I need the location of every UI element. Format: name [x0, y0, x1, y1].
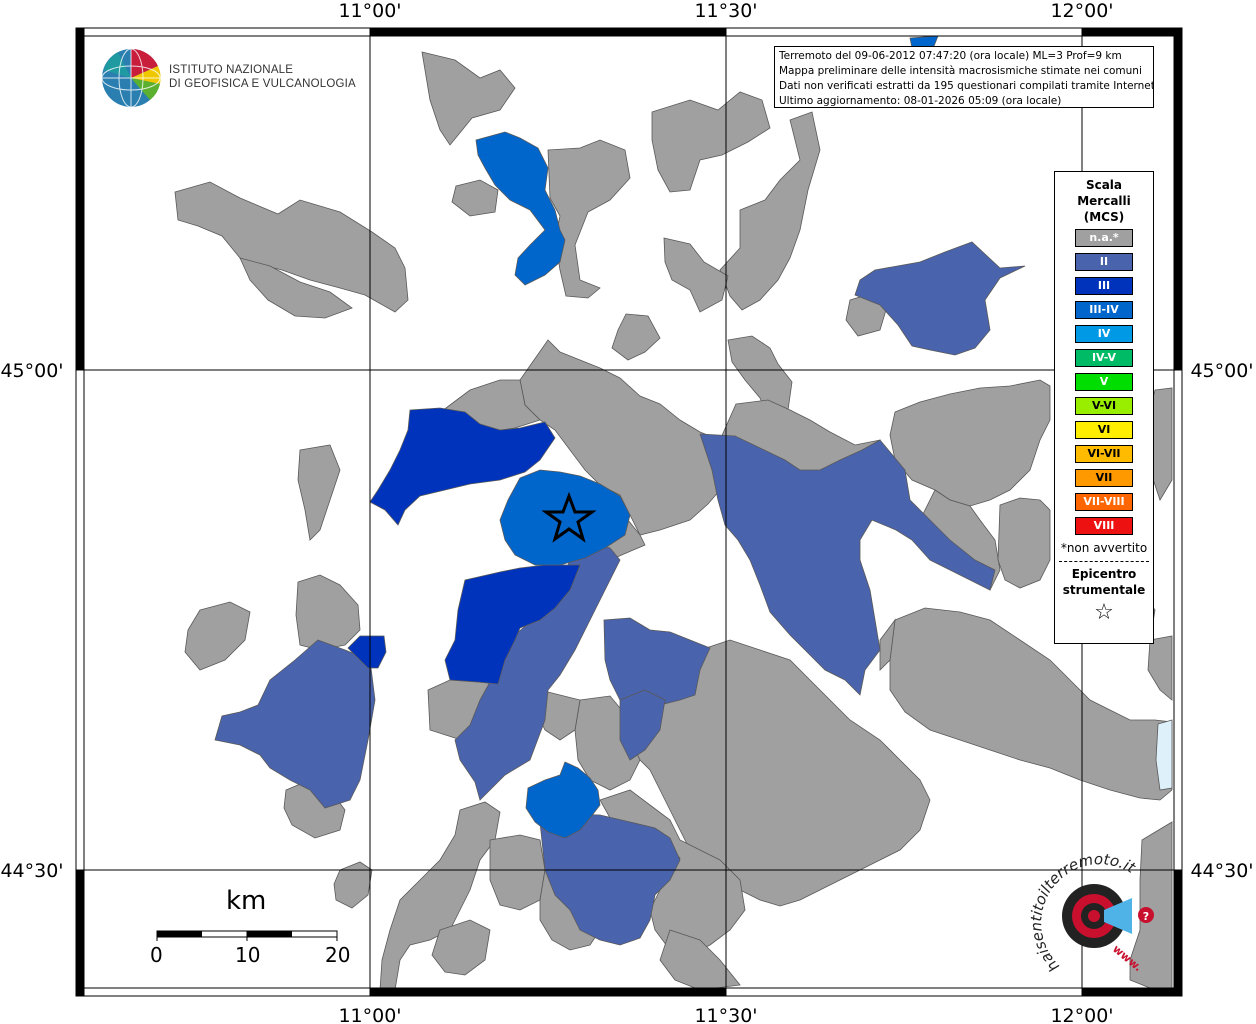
legend-items: n.a.* II III III-IV IV IV-V V V-VI VI VI-VII VII VI… [1055, 229, 1153, 535]
municipality-na [297, 444, 341, 541]
legend-epicenter-line1: Epicentro [1071, 567, 1137, 581]
scale-bar-tick-10: 10 [235, 943, 261, 967]
lon-label-top-1100: 11°00' [338, 0, 401, 22]
municipality-na [719, 111, 821, 311]
municipality-na [651, 91, 771, 193]
lagoon [1155, 719, 1173, 791]
municipality-na [421, 51, 516, 146]
epicenter-star-icon [541, 491, 597, 543]
legend-item: III [1075, 277, 1133, 295]
lat-label-right-4500: 45°00' [1190, 360, 1253, 382]
info-line-update: Ultimo aggiornamento: 08-01-2026 05:09 (… [779, 95, 1062, 107]
municipality-ii [619, 689, 666, 761]
legend-item: VII-VIII [1075, 493, 1133, 511]
municipality-ii [603, 617, 711, 716]
municipality-ii [539, 813, 681, 946]
municipality-iii [444, 564, 581, 685]
municipality-iii-iv [475, 131, 566, 286]
legend-item: V [1075, 373, 1133, 391]
scale-bar [156, 930, 338, 941]
municipality-na [295, 574, 361, 651]
legend-item: VI-VII [1075, 445, 1133, 463]
legend-title-line3: (MCS) [1083, 210, 1125, 224]
municipality-na [489, 834, 546, 911]
info-line-description: Mappa preliminare delle intensità macros… [779, 65, 1142, 77]
legend-title-line2: Mercalli [1077, 194, 1131, 208]
municipality-iii [369, 407, 556, 526]
institute-name-line1: ISTITUTO NAZIONALE [169, 64, 294, 76]
lon-label-top-1200: 12°00' [1050, 0, 1113, 22]
municipality-na [663, 237, 729, 313]
legend-note: *non avvertito [1060, 541, 1148, 555]
legend-item: IV [1075, 325, 1133, 343]
legend-item: III-IV [1075, 301, 1133, 319]
legend-item: II [1075, 253, 1133, 271]
event-info-box: Terremoto del 09-06-2012 07:47:20 (ora l… [774, 46, 1154, 108]
legend-item: VI [1075, 421, 1133, 439]
municipality-na [879, 618, 896, 671]
municipality-na [239, 257, 353, 319]
legend-item: VIII [1075, 517, 1133, 535]
municipalities-na [174, 51, 1173, 991]
scale-bar-tick-20: 20 [325, 943, 351, 967]
municipality-iii [347, 635, 387, 669]
institute-name: ISTITUTO NAZIONALE DI GEOFISICA E VULCAN… [169, 63, 356, 91]
municipality-iii-iv [525, 761, 601, 839]
institute-name-line2: DI GEOFISICA E VULCANOLOGIA [169, 78, 356, 90]
municipality-na [184, 601, 251, 671]
legend-item: IV-V [1075, 349, 1133, 367]
legend-epicenter-label: Epicentro strumentale [1055, 566, 1153, 598]
municipalities-ii [214, 241, 1026, 946]
lon-label-bottom-1200: 12°00' [1050, 1005, 1113, 1024]
info-line-event: Terremoto del 09-06-2012 07:47:20 (ora l… [779, 50, 1122, 62]
lon-label-bottom-1100: 11°00' [338, 1005, 401, 1024]
municipality-na [1147, 635, 1173, 701]
haisentito-logo-icon: ? [1062, 884, 1154, 948]
municipality-ii [214, 639, 376, 809]
lon-label-top-1130: 11°30' [694, 0, 757, 22]
legend-title: Scala Mercalli (MCS) [1055, 177, 1153, 225]
municipality-na [174, 181, 409, 313]
lat-label-left-4430: 44°30' [0, 860, 63, 882]
lat-label-left-4500: 45°00' [0, 360, 63, 382]
legend-epicenter-line2: strumentale [1062, 583, 1146, 597]
svg-text:?: ? [1143, 910, 1149, 923]
frame-bars [75, 27, 1183, 997]
legend-epicenter-star-icon: ☆ [1094, 600, 1114, 625]
info-line-source: Dati non verificati estratti da 195 ques… [779, 80, 1154, 92]
ingv-globe-icon [101, 48, 161, 108]
municipality-na [431, 919, 491, 976]
municipality-na [451, 179, 499, 217]
lon-label-bottom-1130: 11°30' [694, 1005, 757, 1024]
municipalities-iii [347, 407, 581, 685]
municipality-na [611, 313, 661, 361]
mcs-legend: Scala Mercalli (MCS) n.a.* II III III-IV IV I… [1054, 171, 1154, 644]
municipality-na [1129, 821, 1173, 991]
municipality-na [333, 861, 373, 909]
legend-title-line1: Scala [1085, 178, 1123, 192]
municipality-na [889, 379, 1051, 507]
scale-bar-unit: km [226, 886, 267, 916]
scale-bar-tick-0: 0 [150, 943, 163, 967]
municipality-ii [699, 433, 996, 696]
lat-label-right-4430: 44°30' [1190, 860, 1253, 882]
municipality-na [997, 497, 1051, 589]
legend-item: V-VI [1075, 397, 1133, 415]
municipalities-iii-iv [475, 35, 939, 839]
municipality-na [889, 607, 1173, 801]
legend-divider [1059, 561, 1149, 562]
legend-item: VII [1075, 469, 1133, 487]
municipality-iii-iv [499, 469, 631, 566]
legend-item: n.a.* [1075, 229, 1133, 247]
municipality-ii [854, 241, 1026, 356]
